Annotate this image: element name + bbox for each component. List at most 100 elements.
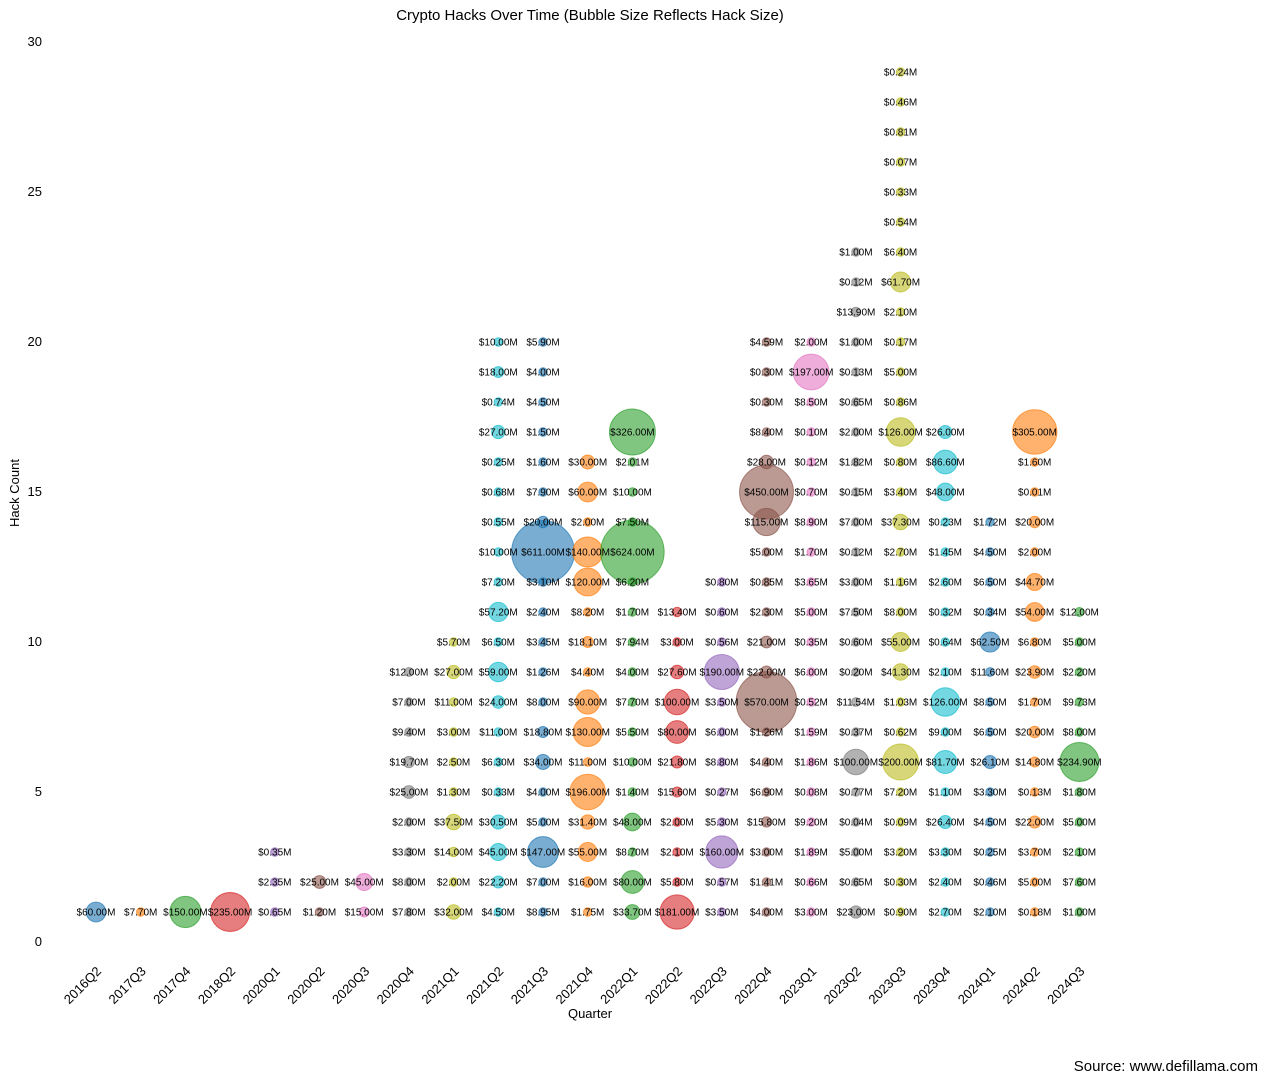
bubble-label: $2.00M [795, 338, 828, 349]
bubble [895, 847, 906, 857]
bubble [1030, 697, 1040, 707]
bubble-label: $3.30M [973, 788, 1006, 799]
bubble-label: $120.00M [565, 578, 609, 589]
bubble-label: $3.00M [660, 638, 693, 649]
bubble-label: $24.00M [479, 698, 518, 709]
bubble-label: $0.33M [482, 788, 515, 799]
bubble [1030, 547, 1040, 557]
bubble [580, 454, 596, 470]
bubble-label: $3.30M [929, 848, 962, 859]
bubble [985, 847, 995, 857]
bubble-label: $20.00M [1015, 728, 1054, 739]
bubble [940, 787, 950, 797]
bubble-label: $6.30M [482, 758, 515, 769]
bubble [1030, 787, 1040, 797]
bubble [717, 637, 727, 647]
bubble [627, 847, 638, 857]
bubble-label: $60.00M [568, 488, 607, 499]
bubble-label: $48.00M [926, 488, 965, 499]
bubble [851, 847, 861, 857]
bubble-label: $0.66M [795, 878, 828, 889]
bubble-label: $32.00M [434, 908, 473, 919]
bubble-label: $3.70M [1018, 848, 1051, 859]
bubble-label: $100.00M [834, 758, 878, 769]
x-tick-label: 2021Q3 [508, 964, 551, 1007]
bubble-label: $12.00M [1060, 608, 1099, 619]
bubble [717, 727, 727, 737]
bubble [620, 870, 645, 894]
bubble-label: $6.50M [973, 578, 1006, 589]
bubble-label: $8.00M [392, 878, 425, 889]
x-tick-label: 2016Q2 [61, 964, 104, 1007]
bubble-label: $8.95M [526, 908, 559, 919]
bubble-label: $5.00M [839, 848, 872, 859]
x-tick-label: 2023Q2 [821, 964, 864, 1007]
bubble [985, 667, 995, 677]
y-tick-label: 10 [28, 634, 42, 649]
bubble-label: $4.00M [750, 908, 783, 919]
bubble-label: $6.00M [795, 668, 828, 679]
bubble [1074, 637, 1085, 647]
bubble [895, 247, 906, 257]
bubble [935, 482, 955, 502]
bubble-label: $0.35M [258, 848, 291, 859]
bubble [580, 814, 596, 830]
bubble-label: $4.50M [482, 908, 515, 919]
bubble [538, 427, 548, 437]
bubble [895, 817, 906, 827]
bubble-label: $3.65M [795, 578, 828, 589]
bubble-label: $0.20M [839, 668, 872, 679]
x-tick-label: 2017Q3 [105, 964, 148, 1007]
bubble-label: $0.12M [839, 548, 872, 559]
bubble-label: $0.34M [973, 608, 1006, 619]
bubble-label: $2.70M [884, 548, 917, 559]
bubble-label: $4.50M [973, 818, 1006, 829]
bubble-label: $81.70M [926, 758, 965, 769]
bubble [940, 577, 950, 587]
bubble-label: $8.50M [795, 398, 828, 409]
bubble-label: $21.00M [747, 638, 786, 649]
bubble [940, 667, 950, 677]
bubble [569, 773, 606, 811]
bubble [270, 877, 280, 887]
bubble-label: $3.30M [392, 848, 425, 859]
bubble-label: $0.12M [839, 278, 872, 289]
bubble-label: $22.00M [747, 668, 786, 679]
bubble-label: $33.70M [613, 908, 652, 919]
bubble [493, 787, 503, 797]
bubble [404, 727, 414, 737]
bubble [851, 487, 861, 497]
bubble [448, 727, 459, 737]
bubble [940, 607, 950, 617]
bubble [895, 457, 906, 467]
bubble [572, 717, 603, 747]
bubble [895, 187, 906, 197]
bubble [491, 424, 506, 440]
bubble [761, 427, 772, 437]
bubble-label: $25.00M [300, 878, 339, 889]
bubble-label: $1.40M [616, 788, 649, 799]
bubble [488, 661, 509, 683]
bubble [538, 877, 548, 887]
bubble [1029, 756, 1041, 768]
bubble-label: $2.70M [929, 908, 962, 919]
bubble [627, 667, 638, 677]
bubble [538, 607, 548, 617]
bubble-label: $0.60M [839, 638, 872, 649]
bubble-label: $2.60M [929, 578, 962, 589]
bubble-label: $8.00M [1063, 728, 1096, 739]
bubble-label: $15.60M [658, 788, 697, 799]
bubble-label: $1.41M [750, 878, 783, 889]
bubble-label: $7.60M [1063, 878, 1096, 889]
bubble [806, 637, 816, 647]
bubble [627, 787, 638, 797]
bubble [806, 337, 816, 347]
bubble-label: $13.40M [658, 608, 697, 619]
bubble-label: $2.00M [1018, 548, 1051, 559]
bubble-label: $235.00M [208, 908, 252, 919]
bubble [169, 895, 202, 929]
bubble [985, 697, 995, 707]
bubble-label: $8.90M [795, 518, 828, 529]
x-tick-label: 2021Q2 [463, 964, 506, 1007]
